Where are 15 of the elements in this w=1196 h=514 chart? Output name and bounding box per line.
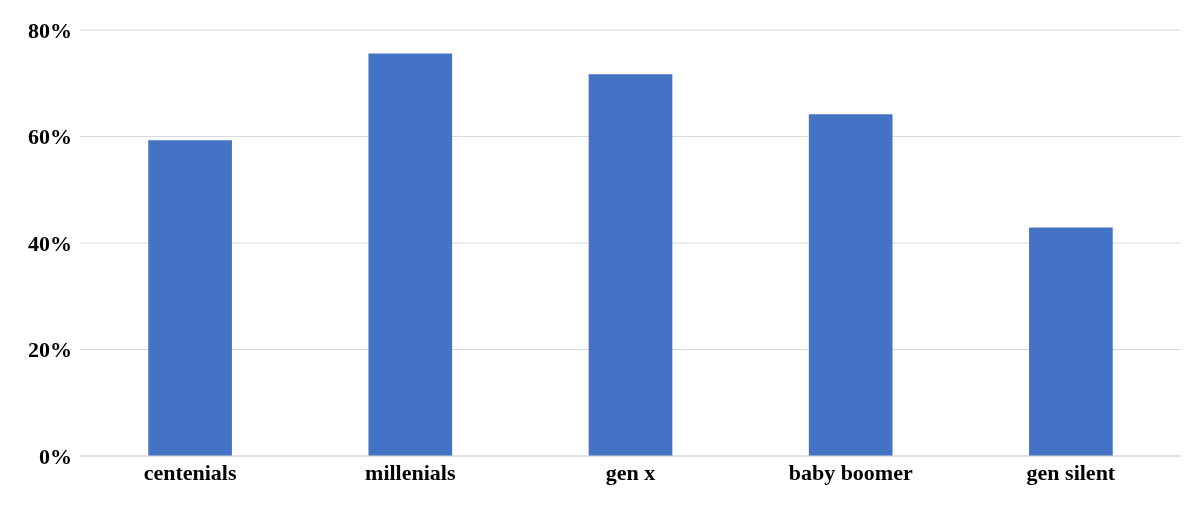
x-tick-label: gen x bbox=[605, 459, 656, 485]
y-tick-label: 20% bbox=[28, 337, 72, 363]
x-tick-label: centenials bbox=[143, 459, 237, 485]
x-tick-label: gen silent bbox=[1026, 459, 1116, 485]
y-tick-label: 0% bbox=[39, 443, 72, 469]
bar bbox=[148, 140, 232, 456]
y-tick-label: 40% bbox=[28, 230, 72, 256]
x-tick-label: millenials bbox=[365, 459, 456, 485]
y-tick-label: 60% bbox=[28, 124, 72, 150]
bar bbox=[1029, 227, 1113, 456]
bar bbox=[368, 53, 453, 456]
bar bbox=[808, 114, 893, 456]
x-tick-label: baby boomer bbox=[788, 459, 913, 485]
bar bbox=[588, 74, 673, 456]
y-tick-label: 80% bbox=[28, 17, 72, 43]
